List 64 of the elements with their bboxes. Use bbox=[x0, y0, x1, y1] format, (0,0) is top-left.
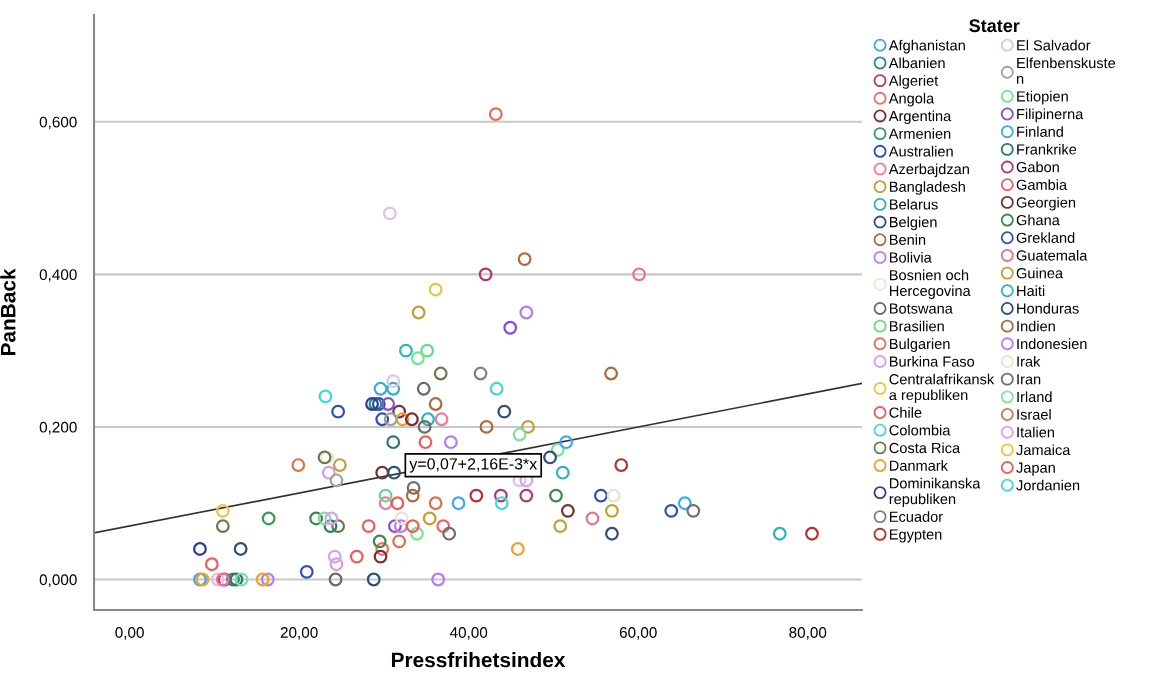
legend-label: Chile bbox=[889, 407, 922, 418]
legend-label: Irland bbox=[1017, 391, 1052, 403]
legend-label: Gabon bbox=[1016, 161, 1059, 173]
legend-label: Elfenbenskuste n bbox=[1017, 57, 1116, 84]
x-axis-title: Pressfrihetsindex bbox=[391, 652, 566, 668]
annotation: y=0,07+2,16E-3*x bbox=[409, 458, 538, 473]
legend-label: Colombia bbox=[889, 424, 951, 436]
legend-label: Burkina Faso bbox=[889, 356, 975, 367]
legend-label: Grekland bbox=[1016, 232, 1075, 243]
x-tick-label: 20,00 bbox=[280, 627, 318, 640]
legend-label: Benin bbox=[889, 234, 926, 245]
legend-label: Dominikanska republiken bbox=[889, 477, 981, 508]
legend-label: Costa Rica bbox=[889, 442, 961, 454]
legend-label: Bulgarien bbox=[889, 338, 950, 352]
legend-label: Gambia bbox=[1016, 179, 1068, 190]
legend-label: Argentina bbox=[888, 110, 952, 125]
legend-title: Stater bbox=[969, 19, 1020, 33]
legend-label: Italien bbox=[1017, 426, 1054, 438]
legend-label: Jamaica bbox=[1016, 444, 1071, 456]
legend-label: Afghanistan bbox=[888, 39, 965, 54]
legend-label: Finland bbox=[1017, 126, 1063, 137]
legend-label: Bosnien och Hercegovina bbox=[889, 269, 971, 299]
legend-label: Ghana bbox=[1016, 214, 1060, 226]
legend-label: Egypten bbox=[889, 529, 942, 543]
legend-label: Jordanien bbox=[1016, 479, 1080, 491]
x-tick-label: 60,00 bbox=[619, 627, 657, 640]
x-tick-label: 80,00 bbox=[789, 627, 827, 640]
legend-label: Centralafrikansk a republiken bbox=[889, 373, 995, 403]
legend-label: Indonesien bbox=[1017, 338, 1087, 350]
legend-label: Azerbajdzan bbox=[888, 163, 969, 178]
x-tick-label: 0,00 bbox=[115, 627, 144, 640]
legend-label: Danmark bbox=[889, 460, 948, 471]
legend-label: Bangladesh bbox=[889, 181, 965, 195]
legend-label: Ecuador bbox=[889, 511, 943, 522]
legend-label: Guatemala bbox=[1016, 249, 1088, 261]
legend-label: Belarus bbox=[889, 198, 938, 210]
legend-label: Honduras bbox=[1017, 302, 1079, 314]
y-tick-label: 0,200 bbox=[39, 421, 77, 435]
legend-label: Israel bbox=[1017, 409, 1051, 420]
legend-label: El Salvador bbox=[1017, 39, 1091, 51]
y-tick-label: 0,600 bbox=[39, 116, 77, 130]
legend-label: Etiopien bbox=[1017, 90, 1068, 105]
legend-label: Indien bbox=[1017, 320, 1055, 332]
legend-label: Frankrike bbox=[1017, 143, 1077, 155]
legend-label: Algeriet bbox=[888, 75, 939, 89]
y-tick-label: 0,000 bbox=[39, 574, 77, 587]
legend-label: Brasilien bbox=[889, 320, 944, 332]
legend-label: Bolivia bbox=[889, 251, 932, 263]
y-tick-label: 0,400 bbox=[39, 269, 77, 282]
legend-label: Haiti bbox=[1017, 285, 1045, 297]
y-axis-title: PanBack bbox=[0, 268, 16, 356]
legend-label: Australien bbox=[888, 145, 953, 157]
legend-label: Armenien bbox=[888, 128, 951, 139]
legend-label: Japan bbox=[1016, 462, 1055, 476]
legend-label: Angola bbox=[888, 92, 935, 107]
legend-label: Albanien bbox=[888, 57, 945, 69]
legend-label: Belgien bbox=[889, 216, 937, 231]
legend-label: Filipinerna bbox=[1017, 108, 1084, 123]
x-tick-label: 40,00 bbox=[449, 627, 488, 640]
legend-label: Iran bbox=[1017, 374, 1041, 385]
legend-label: Georgien bbox=[1016, 196, 1076, 211]
legend-label: Irak bbox=[1017, 356, 1041, 367]
legend-label: Botswana bbox=[889, 303, 953, 314]
legend-label: Guinea bbox=[1016, 267, 1064, 279]
